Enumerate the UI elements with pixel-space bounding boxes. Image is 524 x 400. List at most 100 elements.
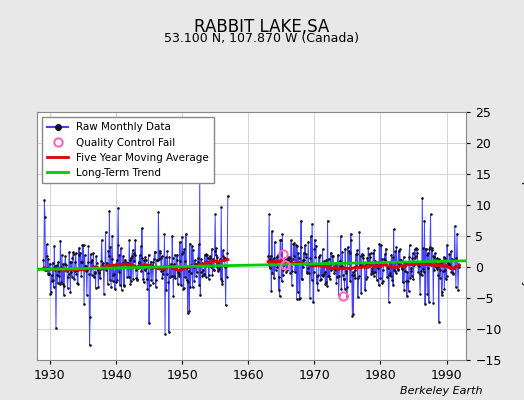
Point (311, 254, 320, 260)
Point (331, 263, 339, 269)
Point (194, 241, 203, 248)
Point (285, 253, 293, 260)
Point (62, 266, 71, 272)
Point (141, 254, 149, 260)
Point (344, 244, 352, 250)
Point (370, 247, 378, 253)
Point (183, 310, 192, 316)
Point (151, 284, 160, 290)
Point (167, 263, 176, 270)
Point (341, 286, 349, 292)
Point (287, 258, 295, 264)
Point (355, 229, 364, 235)
Point (90, 268, 99, 275)
Point (79, 242, 88, 248)
Point (335, 258, 344, 264)
Point (89, 250, 97, 256)
Point (323, 282, 331, 289)
Point (177, 251, 185, 257)
Point (337, 262, 346, 269)
Point (148, 263, 157, 269)
Point (417, 259, 425, 265)
Point (397, 257, 406, 263)
Point (49, 277, 58, 283)
Point (80, 301, 88, 308)
Point (86, 251, 95, 257)
Point (301, 250, 310, 257)
Point (453, 262, 462, 269)
Point (411, 252, 420, 259)
Point (283, 266, 291, 273)
Point (316, 276, 325, 282)
Point (441, 255, 449, 262)
Point (62, 261, 70, 268)
Point (382, 246, 390, 252)
Point (268, 228, 276, 234)
Point (111, 286, 119, 292)
Point (65, 249, 73, 255)
Point (147, 276, 156, 283)
Point (292, 296, 301, 302)
Point (64, 270, 73, 277)
Point (184, 268, 193, 274)
Point (72, 271, 81, 277)
Point (444, 260, 453, 267)
Point (313, 273, 321, 280)
Point (150, 256, 158, 262)
Point (304, 269, 313, 276)
Point (402, 293, 411, 299)
Point (209, 256, 217, 262)
Point (362, 276, 370, 282)
Point (220, 255, 228, 261)
Point (374, 259, 382, 266)
Point (407, 268, 416, 274)
Point (133, 276, 141, 283)
Point (94, 284, 103, 290)
Point (436, 266, 445, 273)
Point (320, 270, 328, 277)
Point (309, 261, 317, 268)
Point (351, 275, 359, 282)
Point (41, 214, 49, 221)
Point (447, 248, 455, 255)
Point (71, 268, 79, 275)
Point (366, 250, 375, 256)
Point (93, 260, 101, 266)
Point (63, 268, 71, 274)
Point (136, 264, 145, 270)
Point (365, 261, 374, 267)
Point (166, 261, 174, 267)
Point (343, 283, 352, 290)
Point (187, 262, 195, 268)
Point (383, 262, 391, 268)
Point (404, 278, 412, 284)
Point (287, 237, 296, 244)
Point (352, 263, 361, 269)
Point (137, 268, 146, 274)
Point (316, 276, 324, 283)
Point (454, 287, 462, 294)
Point (211, 211, 220, 218)
Point (127, 254, 135, 261)
Point (425, 298, 433, 305)
Point (143, 276, 151, 282)
Point (307, 233, 315, 240)
Point (436, 275, 444, 281)
Point (198, 260, 206, 266)
Point (330, 270, 339, 276)
Point (130, 252, 139, 258)
Point (72, 250, 80, 256)
Point (393, 259, 401, 265)
Y-axis label: Temperature Anomaly (°C): Temperature Anomaly (°C) (521, 157, 524, 315)
Point (424, 265, 432, 272)
Point (123, 260, 132, 267)
Point (419, 245, 428, 252)
Point (222, 302, 230, 308)
Point (298, 276, 307, 282)
Point (269, 255, 278, 262)
Point (114, 205, 123, 211)
Point (55, 268, 63, 274)
Point (265, 262, 273, 268)
Point (349, 310, 357, 317)
Point (299, 264, 308, 270)
